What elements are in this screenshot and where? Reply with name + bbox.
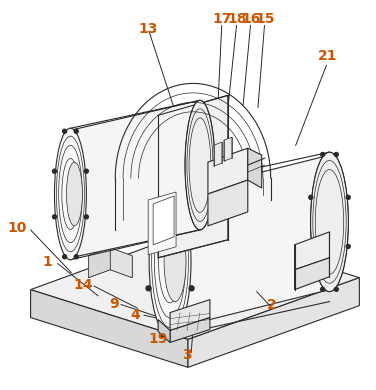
Circle shape: [334, 287, 338, 291]
Circle shape: [346, 245, 350, 248]
Text: 2: 2: [267, 298, 277, 312]
Polygon shape: [158, 96, 228, 258]
Polygon shape: [88, 248, 132, 278]
Circle shape: [321, 287, 324, 291]
Polygon shape: [30, 228, 359, 339]
Text: 17: 17: [212, 12, 232, 26]
Polygon shape: [110, 248, 132, 278]
Polygon shape: [70, 100, 200, 258]
Text: 1: 1: [42, 255, 52, 269]
Ellipse shape: [311, 152, 349, 292]
Ellipse shape: [67, 162, 82, 226]
Text: 13: 13: [138, 21, 158, 35]
Text: 18: 18: [227, 12, 247, 26]
Circle shape: [160, 332, 165, 337]
Text: 16: 16: [241, 12, 261, 26]
Ellipse shape: [149, 187, 191, 337]
Circle shape: [146, 233, 151, 238]
Text: 14: 14: [74, 278, 93, 292]
Circle shape: [321, 152, 324, 156]
Polygon shape: [188, 278, 359, 367]
Polygon shape: [208, 148, 248, 194]
Circle shape: [309, 195, 313, 199]
Circle shape: [84, 215, 88, 219]
Polygon shape: [88, 248, 110, 278]
Polygon shape: [153, 196, 174, 245]
Text: 3: 3: [182, 348, 192, 362]
Polygon shape: [295, 258, 329, 290]
Text: 15: 15: [255, 12, 274, 26]
Text: 4: 4: [130, 308, 140, 322]
Circle shape: [176, 332, 180, 337]
Text: 9: 9: [109, 297, 119, 310]
Polygon shape: [170, 155, 329, 330]
Circle shape: [160, 186, 165, 191]
Polygon shape: [148, 192, 176, 255]
Circle shape: [53, 215, 56, 219]
Text: 19: 19: [149, 332, 168, 346]
Circle shape: [63, 255, 67, 259]
Polygon shape: [158, 319, 170, 342]
Polygon shape: [256, 260, 277, 290]
Polygon shape: [208, 180, 248, 226]
Polygon shape: [295, 232, 329, 270]
Circle shape: [346, 195, 350, 199]
Text: 21: 21: [318, 48, 337, 62]
Polygon shape: [170, 300, 210, 330]
Ellipse shape: [185, 100, 215, 230]
Text: 10: 10: [7, 221, 26, 235]
Circle shape: [63, 129, 67, 133]
Circle shape: [176, 186, 180, 191]
Circle shape: [84, 169, 88, 173]
Circle shape: [189, 286, 194, 291]
Polygon shape: [214, 142, 222, 166]
Polygon shape: [256, 260, 300, 290]
Circle shape: [53, 169, 56, 173]
Polygon shape: [224, 137, 232, 161]
Circle shape: [146, 286, 151, 291]
Polygon shape: [30, 290, 188, 367]
Polygon shape: [248, 148, 262, 188]
Polygon shape: [277, 260, 300, 290]
Circle shape: [309, 245, 313, 248]
Ellipse shape: [164, 222, 186, 301]
Circle shape: [334, 152, 338, 156]
Polygon shape: [170, 317, 210, 342]
Circle shape: [74, 129, 78, 133]
Circle shape: [189, 233, 194, 238]
Circle shape: [74, 255, 78, 259]
Ellipse shape: [55, 128, 86, 260]
